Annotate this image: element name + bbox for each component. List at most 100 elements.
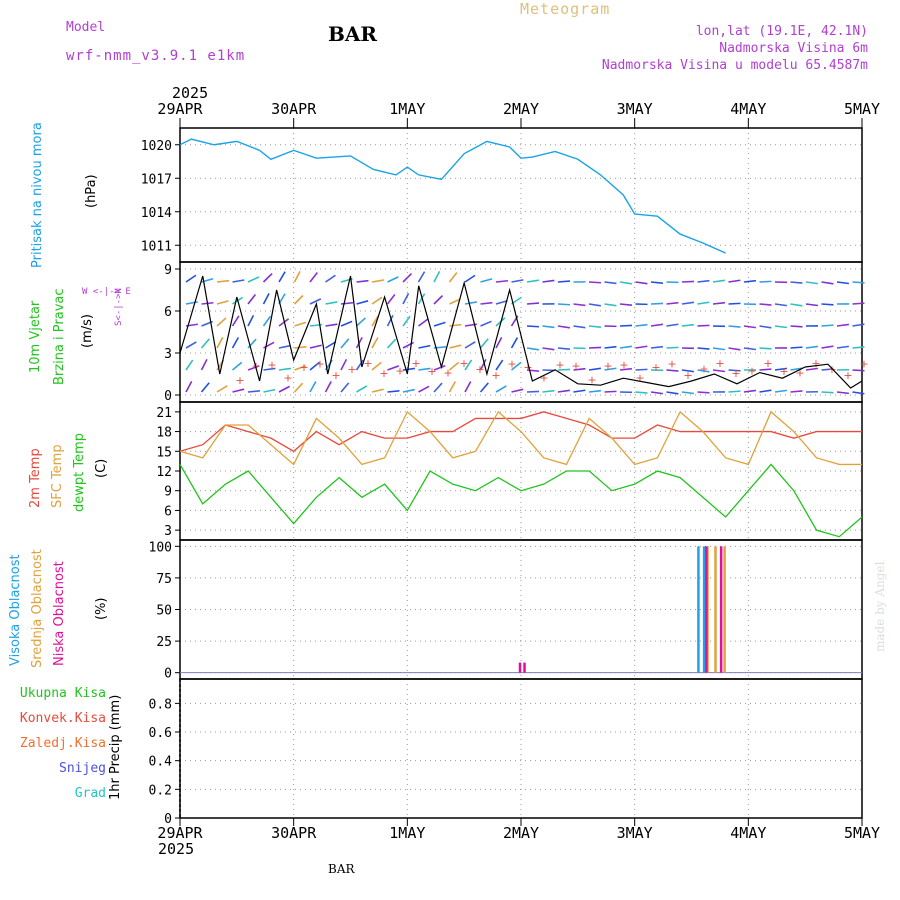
precip-label-hail: Grad <box>74 786 106 801</box>
y-tick-label: 15 <box>156 445 172 460</box>
wind-barb <box>464 274 476 283</box>
wind-speed-line <box>179 275 863 389</box>
wind-barb <box>666 369 679 372</box>
wind-barb <box>278 271 286 283</box>
wind-barb <box>821 281 834 285</box>
wind-gust-marker: + <box>331 369 340 382</box>
wind-gust-marker: + <box>747 365 756 378</box>
wind-barb <box>464 301 477 305</box>
bottom-date-label: 4MAY <box>730 824 766 842</box>
precip-label-total: Ukupna Kisa <box>19 686 106 701</box>
wind-barb <box>635 281 648 285</box>
wind-barb <box>402 315 411 327</box>
wind-barb <box>340 301 354 305</box>
wind-barb <box>712 369 726 373</box>
wind-barb <box>573 367 586 371</box>
wind-barb <box>231 337 240 349</box>
wind-barb <box>836 323 850 327</box>
wind-barb <box>542 389 555 393</box>
wind-barb <box>557 347 571 350</box>
wind-gust-marker: + <box>411 357 420 370</box>
wind-barb <box>294 321 307 327</box>
wind-barb <box>759 303 772 306</box>
wind-barb <box>604 281 617 285</box>
wind-barb <box>852 323 865 327</box>
wind-barb <box>340 358 348 371</box>
wind-gust-marker: + <box>571 360 580 373</box>
station-title: BAR <box>328 22 378 46</box>
wind-barb <box>309 344 322 349</box>
y-tick-label: 25 <box>156 635 172 650</box>
wind-barb <box>433 270 441 283</box>
temp-line-0 <box>179 411 862 453</box>
cloud-bar <box>719 546 723 673</box>
top-date-label: 3MAY <box>617 100 653 118</box>
wind-barb <box>247 365 260 371</box>
wind-barb <box>526 369 540 372</box>
bottom-date-label: 2MAY <box>503 824 539 842</box>
wind-barb <box>790 346 803 349</box>
wind-barb <box>495 299 508 305</box>
temp-line-1 <box>179 410 862 466</box>
wind-barb <box>681 369 694 373</box>
precip-label-convective: Konvek.Kisa <box>19 711 106 726</box>
wind-barb <box>511 361 522 371</box>
cloud-bar <box>518 662 522 673</box>
wind-barb <box>619 324 633 327</box>
wind-barb <box>309 361 320 371</box>
top-date-label: 5MAY <box>844 100 880 118</box>
wind-barb <box>852 369 865 372</box>
y-tick-label: 1011 <box>141 239 172 254</box>
wind-barb <box>278 344 291 349</box>
wind-barb <box>263 388 276 393</box>
wind-barb <box>216 279 230 283</box>
wind-barb <box>479 382 489 393</box>
precip-label-freezing: Zaledj.Kisa <box>19 736 106 751</box>
wind-barb <box>355 317 366 327</box>
wind-gust-marker: + <box>347 363 356 376</box>
wind-gust-marker: + <box>267 359 276 372</box>
model-elevation: Nadmorska Visina u modelu 65.4587m <box>601 58 868 73</box>
wind-barb <box>510 337 519 349</box>
wind-barb <box>356 385 368 393</box>
top-date-label: 30APR <box>271 100 317 118</box>
precip-label-snow: Snijeg <box>59 761 106 776</box>
wind-barb <box>790 390 803 393</box>
wind-barb <box>790 281 803 284</box>
wind-barb <box>324 381 332 393</box>
wind-barb <box>588 367 601 371</box>
wind-barb <box>697 301 710 305</box>
wind-barb <box>185 359 194 371</box>
wind-barb <box>262 292 270 305</box>
wind-barb <box>805 367 818 371</box>
wind-barb <box>697 391 710 394</box>
wind-barb <box>371 337 379 349</box>
wind-barb <box>216 385 228 393</box>
wind-barb <box>356 279 369 283</box>
wind-barb <box>728 279 741 283</box>
wind-gust-marker: + <box>795 367 804 380</box>
wind-barb <box>402 367 416 371</box>
wind-barb <box>805 345 819 349</box>
wind-barb <box>200 338 210 349</box>
y-tick-label: 6 <box>164 305 172 320</box>
wind-barb <box>728 369 741 372</box>
wind-barb <box>821 368 834 371</box>
wind-gust-marker: + <box>507 358 516 371</box>
wind-barb <box>635 345 648 349</box>
bottom-date-label: 1MAY <box>389 824 425 842</box>
y-tick-label: 12 <box>156 465 172 480</box>
wind-barb <box>418 385 430 393</box>
wind-barb <box>325 341 337 349</box>
wind-barb <box>448 361 460 371</box>
wind-barb <box>542 279 555 283</box>
wind-barb <box>650 391 663 395</box>
wind-barb <box>417 293 426 305</box>
wind-gust-marker: + <box>475 363 484 376</box>
wind-barb <box>759 325 772 329</box>
wind-barb <box>247 276 260 283</box>
cloud-bar <box>702 546 706 673</box>
wind-barb <box>681 280 695 283</box>
wind-barb <box>464 359 473 371</box>
wind-barb <box>340 338 350 349</box>
